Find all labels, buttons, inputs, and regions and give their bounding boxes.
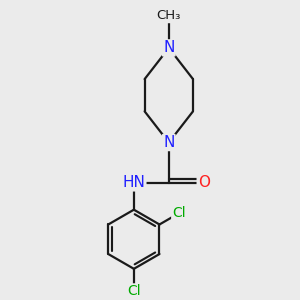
Text: HN: HN	[122, 175, 145, 190]
Text: N: N	[163, 40, 175, 56]
Text: Cl: Cl	[172, 206, 186, 220]
Text: CH₃: CH₃	[157, 9, 181, 22]
Text: O: O	[198, 175, 210, 190]
Text: N: N	[163, 135, 175, 150]
Text: Cl: Cl	[127, 284, 141, 298]
